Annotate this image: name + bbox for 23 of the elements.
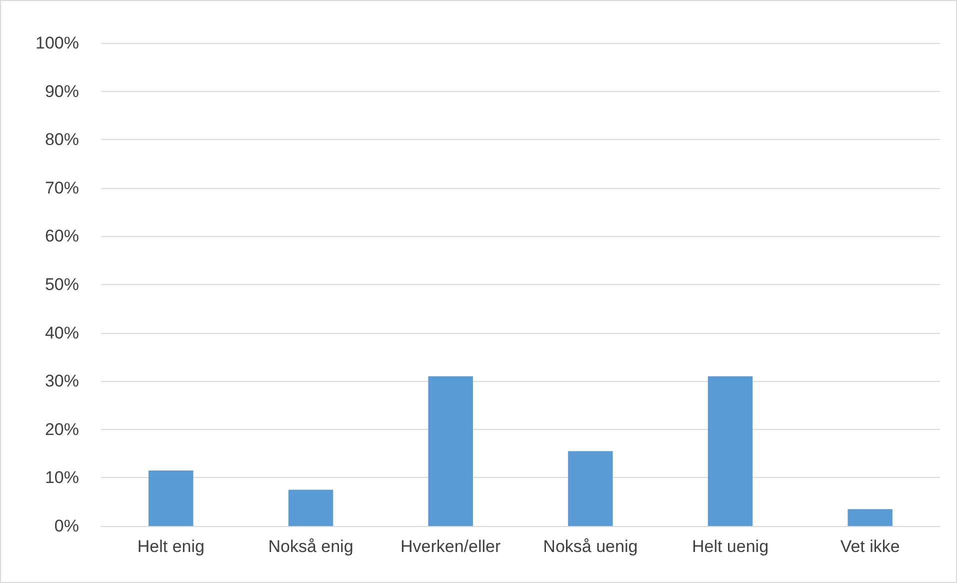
x-tick-label: Nokså enig — [268, 537, 354, 556]
y-tick-label: 80% — [44, 130, 79, 150]
y-tick-label: 40% — [44, 323, 79, 342]
bar — [848, 509, 892, 526]
y-tick-label: 70% — [44, 178, 79, 198]
bar — [568, 451, 613, 526]
bar — [428, 376, 473, 526]
x-tick-label: Hverken/eller — [400, 537, 501, 556]
x-tick-label: Vet ikke — [840, 537, 900, 556]
y-tick-label: 0% — [54, 516, 79, 536]
y-tick-label: 90% — [44, 82, 79, 101]
y-tick-label: 20% — [44, 420, 79, 439]
x-tick-label: Helt uenig — [692, 537, 769, 556]
bar — [708, 376, 753, 526]
x-tick-label: Helt enig — [137, 537, 204, 556]
y-tick-label: 100% — [36, 34, 79, 52]
y-tick-label: 30% — [44, 372, 79, 391]
bar — [288, 490, 334, 526]
y-tick-label: 10% — [44, 468, 79, 488]
y-tick-label: 50% — [44, 275, 79, 294]
x-tick-label: Nokså uenig — [543, 537, 638, 556]
y-tick-label: 60% — [44, 226, 79, 246]
bar — [148, 470, 194, 526]
